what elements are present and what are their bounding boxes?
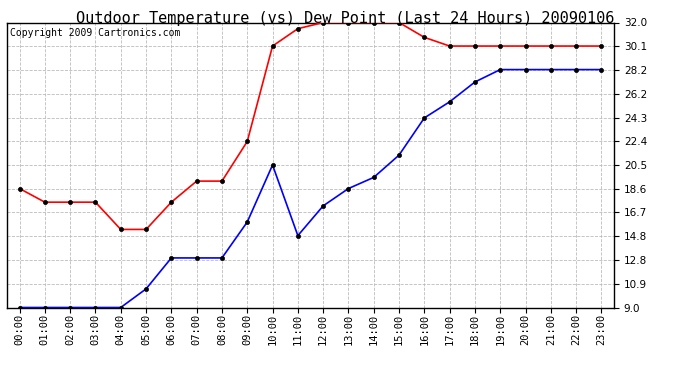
Text: Copyright 2009 Cartronics.com: Copyright 2009 Cartronics.com	[10, 28, 180, 38]
Text: Outdoor Temperature (vs) Dew Point (Last 24 Hours) 20090106: Outdoor Temperature (vs) Dew Point (Last…	[76, 11, 614, 26]
